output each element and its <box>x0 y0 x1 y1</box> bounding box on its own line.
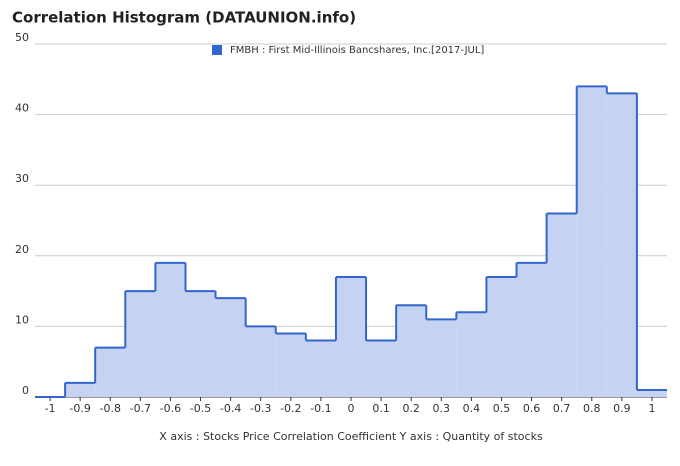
x-tick-label: -0.9 <box>69 402 90 415</box>
x-tick-label: -0.8 <box>100 402 121 415</box>
x-tick-label: -0.5 <box>190 402 211 415</box>
axis-caption: X axis : Stocks Price Correlation Coeffi… <box>159 430 543 443</box>
step-fill <box>125 291 156 397</box>
step-fill <box>516 262 547 397</box>
x-tick-label: -0.2 <box>280 402 301 415</box>
x-tick-label: 0.9 <box>613 402 631 415</box>
step-fill <box>366 340 397 397</box>
x-tick-label: 0.6 <box>523 402 541 415</box>
step-fill <box>245 326 276 397</box>
x-tick-label: -0.1 <box>310 402 331 415</box>
x-tick-label: -0.6 <box>160 402 181 415</box>
x-tick-label: 0 <box>348 402 355 415</box>
y-tick-label: 50 <box>15 31 29 44</box>
step-fill <box>456 312 487 397</box>
x-tick-label: -0.4 <box>220 402 241 415</box>
x-tick-label: -0.3 <box>250 402 271 415</box>
step-fill <box>576 86 607 398</box>
y-tick-label: 10 <box>15 313 29 326</box>
x-tick-label: 0.7 <box>553 402 571 415</box>
step-fill <box>155 262 186 397</box>
y-tick-label: 20 <box>15 243 29 256</box>
step-fill <box>636 389 667 397</box>
step-fill <box>65 382 96 397</box>
x-tick-label: 1 <box>648 402 655 415</box>
step-fill <box>606 93 637 398</box>
step-fill <box>185 291 216 397</box>
step-fill <box>426 319 457 397</box>
x-tick-label: 0.5 <box>493 402 511 415</box>
step-fill <box>335 276 367 397</box>
step-fill <box>396 305 427 397</box>
step-fill <box>275 333 306 397</box>
x-tick-label: 0.4 <box>463 402 481 415</box>
step-fill <box>305 340 336 397</box>
x-tick-label: -0.7 <box>130 402 151 415</box>
y-tick-label: 40 <box>15 102 29 115</box>
legend-swatch <box>212 45 222 55</box>
x-tick-label: -1 <box>45 402 56 415</box>
x-tick-label: 0.3 <box>433 402 451 415</box>
step-fill <box>215 298 246 397</box>
chart-title: Correlation Histogram (DATAUNION.info) <box>12 9 356 27</box>
x-tick-label: 0.8 <box>583 402 601 415</box>
step-fill <box>546 213 577 397</box>
step-fill <box>486 276 517 397</box>
y-tick-label: 30 <box>15 172 29 185</box>
legend-label: FMBH : First Mid-Illinois Bancshares, In… <box>230 45 484 56</box>
y-tick-label: 0 <box>22 384 29 397</box>
x-tick-label: 0.2 <box>402 402 420 415</box>
step-fill <box>95 347 126 397</box>
x-tick-label: 0.1 <box>372 402 390 415</box>
